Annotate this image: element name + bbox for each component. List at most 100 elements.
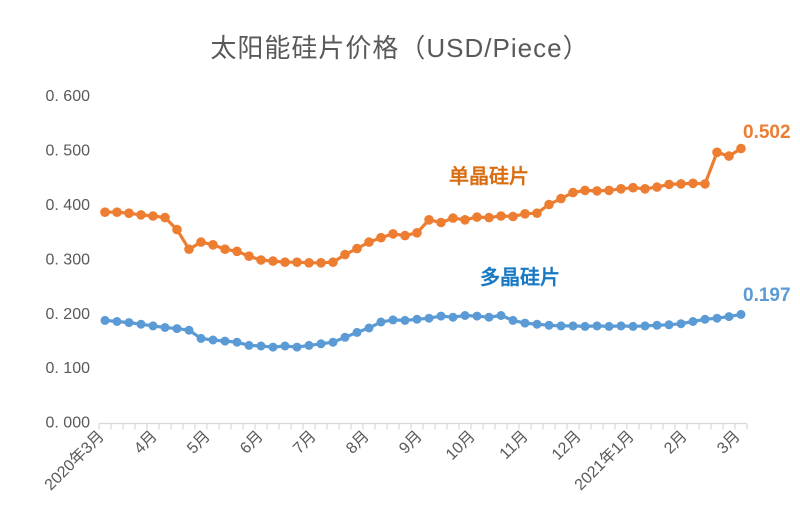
series-marker-0 bbox=[544, 199, 554, 210]
x-tick-label: 5月 bbox=[184, 428, 214, 458]
series-marker-1 bbox=[100, 315, 110, 325]
y-tick-label: 0. 000 bbox=[46, 415, 91, 432]
series-marker-0 bbox=[556, 193, 566, 204]
series-marker-0 bbox=[100, 207, 110, 217]
series-marker-1 bbox=[628, 321, 638, 331]
series-marker-0 bbox=[424, 215, 434, 225]
x-tick-label: 6月 bbox=[237, 428, 267, 458]
series-marker-0 bbox=[388, 229, 398, 239]
series-marker-0 bbox=[328, 257, 338, 268]
series-marker-0 bbox=[568, 187, 578, 198]
x-tick-label: 10月 bbox=[443, 428, 479, 464]
series-marker-0 bbox=[736, 143, 746, 154]
series-marker-1 bbox=[256, 341, 266, 351]
y-tick-label: 0. 100 bbox=[46, 360, 91, 377]
series-marker-0 bbox=[580, 185, 590, 196]
series-marker-1 bbox=[520, 318, 530, 328]
series-marker-1 bbox=[652, 320, 662, 330]
series-marker-0 bbox=[220, 244, 230, 254]
series-marker-1 bbox=[400, 315, 410, 325]
series-marker-1 bbox=[436, 311, 446, 321]
series-marker-0 bbox=[124, 208, 134, 218]
series-marker-0 bbox=[472, 212, 482, 222]
series-marker-0 bbox=[520, 209, 530, 219]
series-marker-1 bbox=[136, 319, 146, 329]
series-marker-0 bbox=[340, 249, 350, 260]
series-marker-1 bbox=[376, 317, 386, 327]
series-marker-0 bbox=[184, 244, 194, 254]
series-label-multi-wafer: 多晶硅片 bbox=[480, 267, 560, 289]
series-marker-1 bbox=[148, 321, 158, 331]
series-marker-0 bbox=[616, 184, 626, 194]
series-marker-1 bbox=[316, 339, 326, 349]
series-marker-1 bbox=[424, 313, 434, 323]
series-marker-0 bbox=[508, 211, 518, 222]
series-marker-1 bbox=[712, 313, 722, 323]
series-marker-1 bbox=[688, 317, 698, 326]
series-marker-1 bbox=[460, 311, 470, 320]
y-tick-label: 0. 400 bbox=[46, 197, 91, 214]
series-marker-0 bbox=[148, 211, 158, 221]
series-marker-1 bbox=[508, 315, 518, 325]
series-marker-1 bbox=[544, 320, 554, 330]
series-marker-0 bbox=[496, 211, 506, 221]
x-tick-label: 7月 bbox=[290, 428, 320, 458]
series-marker-0 bbox=[700, 179, 710, 189]
x-tick-label: 4月 bbox=[131, 428, 161, 458]
series-marker-1 bbox=[724, 312, 734, 322]
series-marker-1 bbox=[700, 314, 710, 324]
series-marker-0 bbox=[160, 212, 170, 223]
series-marker-0 bbox=[448, 213, 458, 223]
series-marker-1 bbox=[664, 320, 674, 330]
series-marker-0 bbox=[256, 255, 266, 265]
series-marker-1 bbox=[496, 311, 506, 320]
series-marker-1 bbox=[640, 321, 650, 331]
series-marker-1 bbox=[532, 319, 542, 329]
x-tick-label: 11月 bbox=[497, 428, 532, 463]
series-marker-1 bbox=[352, 327, 362, 337]
series-marker-0 bbox=[604, 185, 614, 196]
series-marker-0 bbox=[676, 179, 686, 189]
series-marker-1 bbox=[232, 337, 242, 347]
series-marker-1 bbox=[124, 318, 134, 328]
series-marker-0 bbox=[484, 212, 494, 223]
series-marker-0 bbox=[400, 230, 410, 241]
series-marker-1 bbox=[268, 342, 278, 352]
series-marker-1 bbox=[292, 342, 302, 352]
multi-wafer-last-value-label: 0.197 bbox=[743, 285, 791, 306]
y-tick-label: 0. 500 bbox=[46, 143, 91, 160]
series-marker-1 bbox=[304, 340, 314, 350]
series-marker-0 bbox=[232, 246, 242, 257]
y-tick-label: 0. 300 bbox=[46, 251, 91, 268]
series-marker-0 bbox=[172, 224, 182, 235]
y-tick-label: 0. 600 bbox=[46, 88, 91, 105]
series-marker-0 bbox=[208, 240, 218, 250]
series-marker-1 bbox=[604, 321, 614, 331]
series-marker-1 bbox=[244, 340, 254, 350]
series-marker-1 bbox=[196, 333, 206, 343]
series-marker-1 bbox=[160, 323, 170, 332]
series-marker-1 bbox=[568, 321, 578, 331]
series-marker-0 bbox=[436, 217, 446, 228]
series-marker-1 bbox=[448, 312, 458, 322]
series-marker-0 bbox=[412, 228, 422, 238]
series-marker-0 bbox=[136, 210, 146, 220]
series-marker-0 bbox=[640, 184, 650, 194]
series-marker-0 bbox=[196, 237, 206, 247]
x-tick-label: 9月 bbox=[396, 428, 426, 458]
series-marker-0 bbox=[112, 207, 122, 217]
y-tick-label: 0. 200 bbox=[46, 306, 91, 323]
series-marker-1 bbox=[472, 311, 482, 321]
series-marker-0 bbox=[244, 251, 254, 261]
series-marker-0 bbox=[280, 257, 290, 268]
series-marker-0 bbox=[712, 147, 722, 158]
series-marker-1 bbox=[616, 321, 626, 331]
series-marker-1 bbox=[280, 341, 290, 351]
series-marker-1 bbox=[364, 323, 374, 333]
mono-wafer-last-value-label: 0.502 bbox=[743, 122, 791, 143]
series-marker-0 bbox=[532, 208, 542, 218]
series-marker-0 bbox=[460, 215, 470, 225]
series-marker-1 bbox=[208, 335, 218, 345]
